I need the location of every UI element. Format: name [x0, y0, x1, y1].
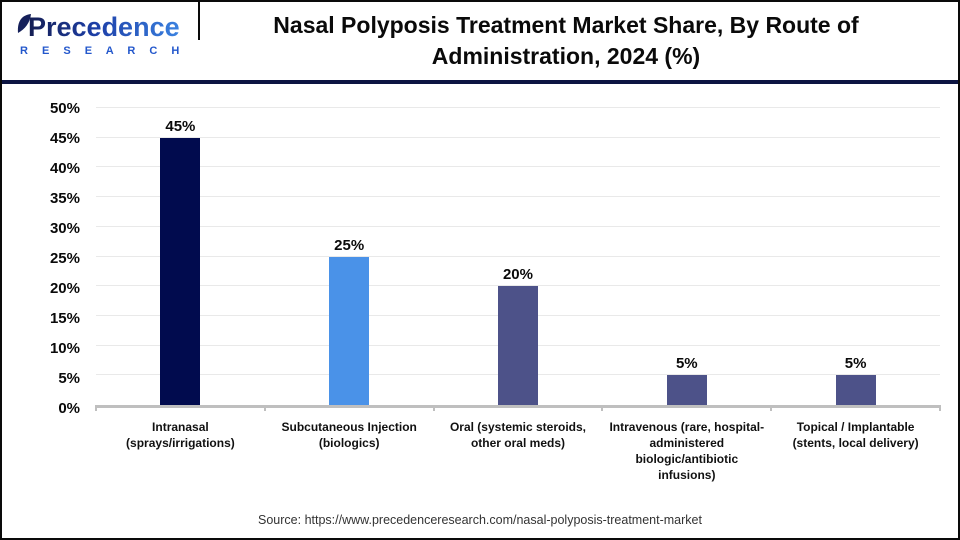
- x-category-label: Oral (systemic steroids, other oral meds…: [449, 420, 587, 450]
- y-tick-label: 5%: [58, 370, 80, 387]
- logo-brand-text: Precedence: [28, 12, 180, 42]
- gridline: [96, 136, 940, 138]
- gridline: [96, 107, 940, 108]
- bar-value-label: 5%: [844, 355, 867, 373]
- source-text: Source: https://www.precedenceresearch.c…: [258, 513, 702, 527]
- y-tick-label: 50%: [49, 100, 80, 117]
- y-tick-label: 10%: [49, 340, 80, 357]
- bar-value-label: 25%: [334, 236, 365, 254]
- logo-subtitle-text: R E S E A R C H: [20, 45, 185, 57]
- bars-row: 45% 25% 20% 5% 5%: [96, 108, 940, 405]
- header-divider: [2, 80, 958, 84]
- x-category-label: Intravenous (rare, hospital-administered…: [609, 420, 765, 482]
- y-tick-label: 25%: [49, 250, 80, 267]
- bar-3: [497, 286, 538, 405]
- bar-5: [835, 375, 876, 405]
- plot-area: 45% 25% 20% 5% 5%: [95, 107, 941, 411]
- y-tick-label: 20%: [49, 280, 80, 297]
- x-category-label: Intranasal (sprays/irrigations): [126, 420, 235, 450]
- bar-slot: 5%: [602, 108, 771, 405]
- gridline: [96, 255, 940, 257]
- y-tick-label: 0%: [58, 400, 80, 417]
- gridline: [96, 285, 940, 287]
- bar-chart: 0% 5% 10% 15% 20% 25% 30% 35% 40% 45% 50% 45% 25% 20…: [2, 100, 958, 417]
- header: Precedence R E S E A R C H Nasal Polypos…: [2, 2, 958, 80]
- y-tick-label: 35%: [49, 190, 80, 207]
- bar-slot: 25%: [265, 108, 434, 405]
- axis-tick: [939, 405, 941, 411]
- y-tick-label: 15%: [49, 310, 80, 327]
- gridline: [96, 166, 940, 168]
- gridline: [96, 196, 940, 198]
- title-box-border-segment: [198, 2, 200, 40]
- bar-value-label: 5%: [675, 355, 698, 373]
- bar-1: [160, 137, 201, 405]
- precedence-research-logo: Precedence R E S E A R C H: [16, 12, 186, 57]
- page-title: Nasal Polyposis Treatment Market Share, …: [273, 12, 859, 69]
- x-category-label: Subcutaneous Injection (biologics): [281, 420, 417, 450]
- axis-tick: [601, 405, 604, 411]
- axis-tick: [263, 405, 266, 411]
- axis-tick: [95, 405, 97, 411]
- bar-slot: 20%: [434, 108, 603, 405]
- axis-tick: [770, 405, 773, 411]
- gridline: [96, 225, 940, 227]
- axis-tick: [432, 405, 435, 411]
- bar-4: [666, 375, 707, 405]
- y-tick-label: 30%: [49, 220, 80, 237]
- bar-slot: 45%: [96, 108, 265, 405]
- x-category-label: Topical / Implantable (stents, local del…: [792, 420, 919, 450]
- bar-value-label: 45%: [165, 117, 196, 135]
- bar-value-label: 20%: [502, 266, 533, 284]
- y-axis: 0% 5% 10% 15% 20% 25% 30% 35% 40% 45% 50%: [24, 100, 80, 417]
- y-tick-label: 45%: [49, 130, 80, 147]
- bar-slot: 5%: [771, 108, 940, 405]
- leaf-icon: [16, 13, 31, 40]
- bar-2: [329, 256, 370, 405]
- y-tick-label: 40%: [49, 160, 80, 177]
- x-axis: Intranasal (sprays/irrigations) Subcutane…: [96, 408, 940, 483]
